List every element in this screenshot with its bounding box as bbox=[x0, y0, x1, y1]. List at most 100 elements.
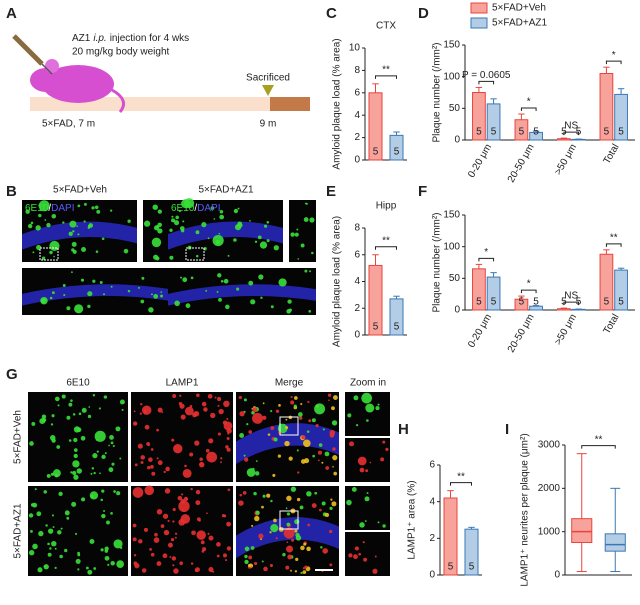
plaque bbox=[325, 466, 330, 470]
plaque bbox=[375, 406, 380, 411]
plaque bbox=[89, 491, 99, 500]
plaque bbox=[275, 409, 280, 413]
zoom-box bbox=[279, 416, 299, 436]
plaque bbox=[260, 296, 263, 300]
plaque bbox=[189, 405, 193, 408]
plaque bbox=[226, 447, 231, 452]
plaque bbox=[172, 507, 176, 512]
y-tick-label: 0 bbox=[429, 570, 435, 581]
plaque bbox=[150, 465, 154, 469]
plaque bbox=[223, 278, 229, 284]
plaque bbox=[109, 435, 114, 440]
plaque bbox=[190, 487, 193, 491]
plaque bbox=[214, 396, 217, 399]
plaque bbox=[134, 463, 138, 467]
n-label: 5 bbox=[519, 297, 525, 308]
plaque bbox=[30, 503, 35, 507]
plaque bbox=[60, 527, 63, 530]
plaque bbox=[332, 455, 338, 461]
plaque bbox=[59, 554, 63, 559]
n-label: 5 bbox=[394, 147, 400, 158]
plaque bbox=[115, 426, 121, 432]
column-label: Merge bbox=[275, 378, 304, 389]
plaque bbox=[255, 510, 260, 515]
sig-label: ** bbox=[382, 64, 390, 75]
plaque bbox=[191, 530, 196, 536]
plaque bbox=[160, 294, 164, 298]
plaque bbox=[57, 530, 62, 535]
plaque bbox=[218, 297, 222, 302]
plaque bbox=[236, 287, 240, 291]
y-tick-label: 0 bbox=[554, 570, 560, 581]
sig-bracket bbox=[605, 60, 622, 65]
sig-label: * bbox=[527, 279, 531, 290]
plaque bbox=[270, 499, 273, 503]
plaque bbox=[66, 415, 71, 420]
plaque bbox=[101, 489, 105, 493]
plaque bbox=[51, 540, 57, 547]
plaque bbox=[293, 404, 297, 408]
plaque bbox=[28, 223, 33, 229]
plaque bbox=[311, 418, 316, 423]
needle bbox=[41, 63, 53, 75]
plaque bbox=[68, 402, 73, 407]
plaque bbox=[218, 232, 221, 235]
y-tick-label: 50 bbox=[449, 103, 461, 114]
y-tick-label: 0 bbox=[354, 155, 360, 166]
plaque bbox=[91, 206, 95, 210]
legend-swatch bbox=[470, 2, 488, 14]
plaque bbox=[123, 248, 129, 254]
plaque bbox=[140, 455, 146, 460]
plaque bbox=[151, 471, 156, 476]
timeline-label: 5×FAD, 7 m bbox=[42, 119, 95, 130]
plaque bbox=[156, 509, 163, 515]
plaque bbox=[353, 554, 358, 560]
y-tick-label: 6 bbox=[354, 87, 360, 98]
plaque bbox=[348, 553, 353, 558]
plaque bbox=[172, 394, 177, 398]
panel-label: G bbox=[6, 366, 18, 383]
plaque bbox=[283, 527, 295, 539]
plaque bbox=[155, 256, 160, 261]
legend-label: 5×FAD+AZ1 bbox=[492, 18, 547, 29]
plaque bbox=[72, 249, 77, 254]
y-axis-label: Amyloid plaque load (% area) bbox=[332, 216, 343, 347]
plaque bbox=[132, 537, 137, 542]
plaque bbox=[38, 200, 50, 212]
plaque bbox=[110, 511, 113, 515]
plaque bbox=[139, 412, 142, 415]
y-tick-label: 150 bbox=[443, 40, 460, 51]
plaque bbox=[44, 565, 46, 568]
plaque bbox=[38, 530, 44, 537]
plaque bbox=[110, 441, 114, 445]
y-axis-label: LAMP1⁺ neurites per plaque (μm²) bbox=[520, 433, 531, 586]
plaque bbox=[255, 460, 258, 462]
plaque bbox=[160, 291, 163, 293]
plaque bbox=[51, 291, 55, 295]
plaque bbox=[243, 398, 247, 402]
plaque bbox=[301, 435, 306, 440]
plaque bbox=[156, 561, 162, 566]
plaque bbox=[195, 230, 200, 235]
plaque bbox=[96, 209, 101, 214]
y-axis-label: Amyloid plaque load (% area) bbox=[332, 38, 343, 169]
plaque bbox=[267, 433, 271, 436]
plaque bbox=[178, 402, 183, 406]
sig-bracket bbox=[563, 131, 580, 136]
plaque bbox=[141, 405, 152, 415]
plaque bbox=[286, 512, 291, 516]
dapi-band bbox=[22, 284, 170, 306]
sig-bracket bbox=[563, 301, 580, 306]
plaque bbox=[331, 420, 338, 426]
plaque bbox=[349, 441, 355, 447]
plaque bbox=[294, 519, 300, 525]
plaque bbox=[266, 220, 270, 224]
plaque bbox=[92, 453, 98, 459]
plaque bbox=[73, 426, 81, 433]
plaque bbox=[179, 561, 184, 566]
plaque bbox=[160, 524, 165, 529]
plaque bbox=[178, 500, 190, 513]
n-label: 5 bbox=[604, 297, 610, 308]
plaque bbox=[37, 567, 43, 573]
plaque bbox=[253, 491, 257, 496]
